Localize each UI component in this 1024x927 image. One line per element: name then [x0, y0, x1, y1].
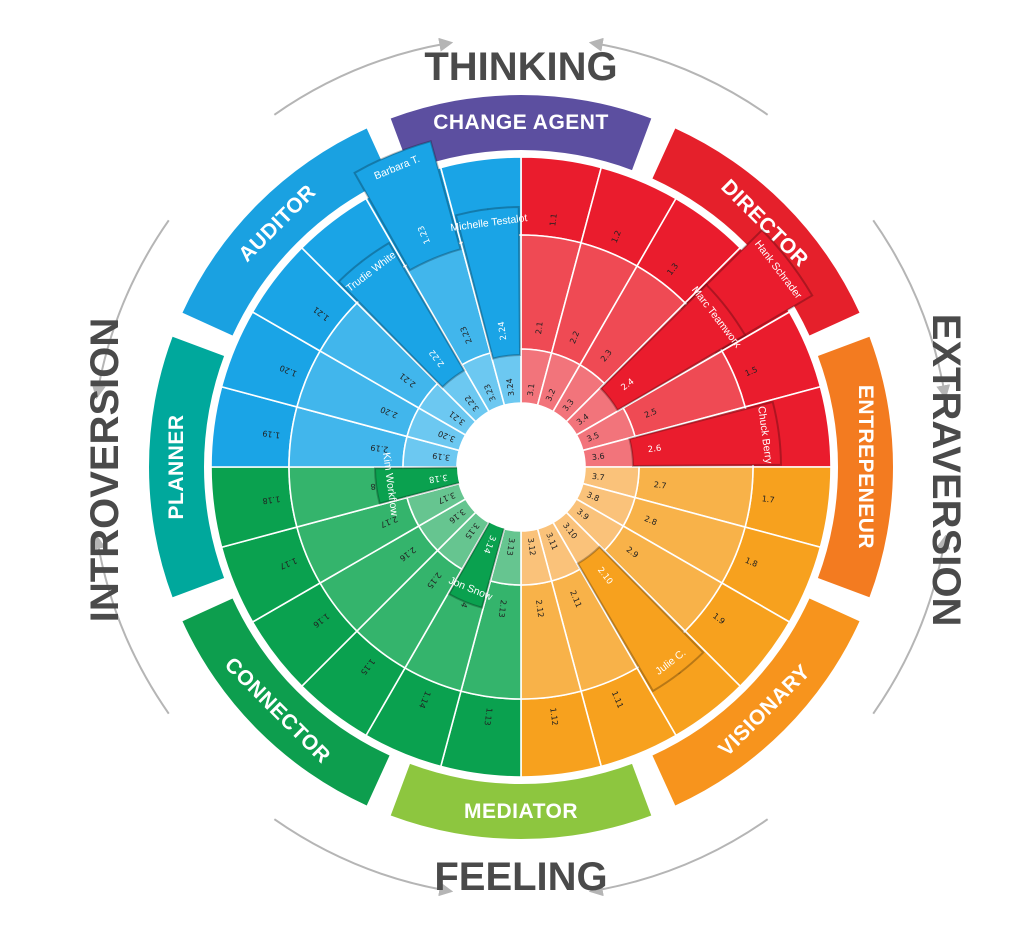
axis-label-right: EXTRAVERSION: [924, 314, 968, 627]
role-ring: CHANGE AGENTDIRECTORENTREPENEURVISIONARY…: [149, 95, 893, 839]
axis-label-top: THINKING: [424, 45, 617, 89]
axis-arrow-3: [872, 219, 951, 400]
wheel-center: [457, 403, 585, 531]
cell-label-middle-13: 2.13: [497, 599, 508, 618]
cell-label-middle-12: 2.12: [534, 599, 545, 618]
role-segment-4: [652, 598, 860, 806]
cell-label-inner-13: 3.13: [505, 537, 516, 556]
role-label-5: MEDIATOR: [464, 800, 578, 823]
axis-arrow-8: [91, 219, 170, 400]
cell-label-outer-12: 1.12: [548, 707, 559, 726]
cell-label-middle-7: 2.7: [653, 480, 667, 491]
cell-label-inner-7: 3.7: [591, 472, 605, 483]
axis-arrow-7: [91, 534, 170, 715]
cell-label-inner-6: 3.6: [591, 452, 605, 463]
role-label-3: ENTREPENEUR: [854, 385, 877, 549]
person-marker-6[interactable]: [628, 400, 782, 468]
person-marker-2[interactable]: [454, 206, 522, 360]
cell-label-outer-13: 1.13: [483, 707, 494, 726]
role-segment-1: [390, 95, 652, 171]
person-marker-7[interactable]: [576, 545, 705, 693]
cell-label-middle-19: 2.19: [370, 443, 389, 454]
role-label-1: CHANGE AGENT: [433, 111, 609, 134]
cell-label-outer-19: 1.19: [262, 429, 281, 440]
axis-arrow-1: [273, 37, 454, 116]
person-marker-1[interactable]: [353, 140, 462, 272]
cell-label-inner-19: 3.19: [432, 451, 451, 462]
role-segment-8: [182, 128, 390, 336]
role-segment-5: [390, 763, 652, 839]
axis-label-left: INTROVERSION: [83, 318, 127, 622]
cell-label-middle-5: 2.5: [643, 407, 658, 420]
cell-label-inner-8: 3.8: [585, 490, 600, 503]
axis-arrows: [91, 37, 951, 897]
cell-label-outer-1: 1.1: [548, 213, 559, 227]
role-label-7: PLANNER: [165, 414, 188, 519]
axis-arrow-4: [872, 534, 951, 715]
role-segment-6: [182, 598, 390, 806]
role-segment-2: [652, 128, 860, 336]
cell-label-outer-5: 1.5: [744, 365, 759, 378]
cell-label-inner-24: 3.24: [505, 378, 516, 397]
person-code-6: 2.6: [647, 444, 662, 456]
axis-labels: THINKING FEELING INTROVERSION EXTRAVERSI…: [83, 45, 968, 899]
cell-label-middle-1: 2.1: [534, 321, 545, 335]
cell-label-inner-1: 3.1: [526, 383, 537, 397]
cell-label-inner-12: 3.12: [526, 537, 537, 556]
role-segment-3: [817, 336, 893, 598]
person-marker-5[interactable]: [599, 283, 747, 412]
person-code-2: 2.24: [497, 321, 509, 341]
person-code-8: 3.18: [428, 472, 448, 484]
cell-label-middle-2: 2.2: [568, 330, 581, 345]
cell-label-outer-8: 1.8: [744, 556, 759, 569]
axis-arrow-2: [588, 37, 769, 116]
cell-label-inner-5: 3.5: [585, 431, 600, 444]
cell-label-outer-2: 1.2: [610, 229, 623, 244]
cell-label-outer-18: 1.18: [262, 494, 281, 505]
person-marker-3[interactable]: [337, 241, 466, 389]
cell-label-middle-8: 2.8: [643, 514, 658, 527]
axis-arrow-6: [273, 818, 454, 897]
cell-label-inner-2: 3.2: [544, 387, 557, 402]
axis-arrow-5: [588, 818, 769, 897]
cell-label-outer-7: 1.7: [761, 494, 775, 505]
role-segment-7: [149, 336, 225, 598]
axis-label-bottom: FEELING: [434, 855, 607, 899]
